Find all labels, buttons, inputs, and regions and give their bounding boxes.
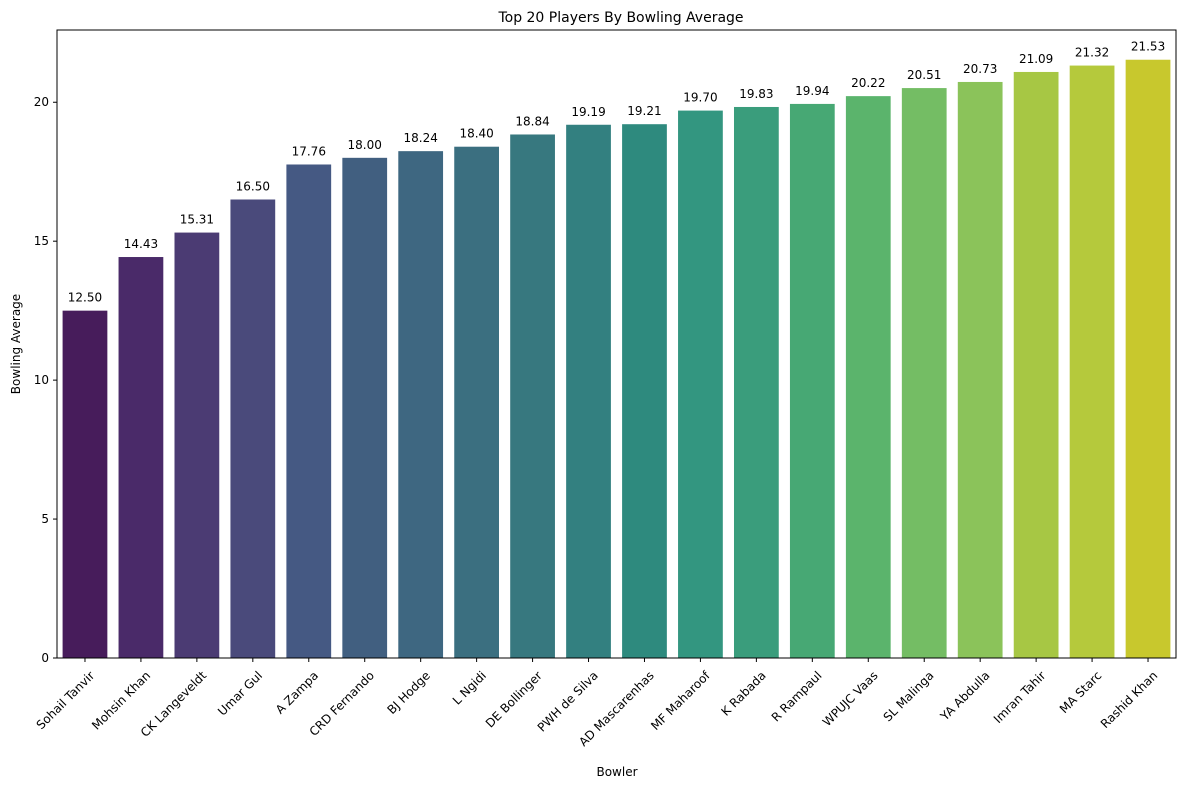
y-tick-label: 15 bbox=[34, 234, 49, 248]
x-tick-label: A Zampa bbox=[273, 668, 321, 716]
bar-6 bbox=[398, 151, 444, 658]
chart-title: Top 20 Players By Bowling Average bbox=[497, 10, 743, 26]
x-tick-label: K Rabada bbox=[718, 668, 768, 718]
bar-3 bbox=[230, 199, 276, 658]
bar-value-label: 20.51 bbox=[907, 68, 941, 82]
bar-value-label: 18.84 bbox=[515, 114, 549, 128]
y-tick-label: 0 bbox=[41, 651, 49, 665]
x-tick-label: R Rampaul bbox=[769, 668, 825, 724]
bar-value-label: 21.53 bbox=[1131, 40, 1165, 54]
x-tick-label: Sohail Tanvir bbox=[34, 668, 98, 732]
x-tick-label: MA Starc bbox=[1057, 668, 1105, 716]
plot-frame bbox=[56, 29, 1177, 659]
bar-9 bbox=[566, 124, 611, 659]
bar-value-label: 18.00 bbox=[348, 138, 382, 152]
bar-value-label: 20.73 bbox=[963, 62, 997, 76]
x-tick-label: YA Abdulla bbox=[937, 668, 993, 724]
y-tick-label: 10 bbox=[34, 373, 49, 387]
bar-value-label: 17.76 bbox=[292, 144, 326, 158]
bar-10 bbox=[622, 124, 667, 658]
bar-value-label: 21.09 bbox=[1019, 52, 1053, 66]
bars-group bbox=[62, 59, 1171, 659]
x-tick-label: MF Maharoof bbox=[648, 668, 713, 733]
bar-value-label: 15.31 bbox=[180, 213, 214, 227]
y-tick-label: 20 bbox=[34, 95, 49, 109]
bar-11 bbox=[678, 110, 723, 659]
bar-value-label: 18.24 bbox=[403, 131, 437, 145]
x-tick-label: SL Malinga bbox=[881, 668, 937, 724]
x-tick-label: L Ngidi bbox=[450, 668, 489, 707]
bar-value-label: 20.22 bbox=[851, 76, 885, 90]
bar-12 bbox=[733, 106, 779, 658]
bar-value-label: 19.21 bbox=[627, 104, 661, 118]
bar-17 bbox=[1013, 71, 1059, 658]
bar-2 bbox=[174, 232, 220, 658]
bar-value-label: 14.43 bbox=[124, 237, 158, 251]
bar-5 bbox=[342, 157, 388, 659]
y-axis-title: Bowling Average bbox=[9, 294, 23, 394]
bar-value-label: 21.32 bbox=[1075, 46, 1109, 60]
bar-15 bbox=[901, 88, 947, 658]
x-tick-label: Rashid Khan bbox=[1098, 668, 1161, 731]
y-tick-label: 5 bbox=[41, 512, 49, 526]
x-tick-label: Imran Tahir bbox=[991, 668, 1049, 726]
bar-13 bbox=[789, 103, 835, 659]
bar-19 bbox=[1125, 59, 1171, 659]
bar-8 bbox=[510, 134, 555, 658]
bar-value-label: 12.50 bbox=[68, 291, 102, 305]
bar-16 bbox=[957, 81, 1003, 658]
bar-7 bbox=[454, 146, 500, 659]
bar-1 bbox=[118, 257, 164, 658]
y-axis: 0 5 10 15 20 bbox=[34, 95, 57, 665]
x-axis-title: Bowler bbox=[596, 765, 637, 779]
value-labels-group: 12.50 14.43 15.31 16.50 17.76 18.00 18.24 18.40… bbox=[68, 40, 1165, 305]
bar-value-label: 19.19 bbox=[571, 105, 605, 119]
bar-value-label: 19.83 bbox=[739, 87, 773, 101]
bar-4 bbox=[286, 164, 332, 658]
bar-14 bbox=[845, 96, 891, 658]
bar-value-label: 18.40 bbox=[459, 127, 493, 141]
bar-value-label: 19.70 bbox=[683, 91, 717, 105]
bar-0 bbox=[62, 310, 108, 658]
bar-value-label: 16.50 bbox=[236, 180, 270, 194]
x-tick-label: DE Bollinger bbox=[483, 668, 545, 730]
x-tick-label: Umar Gul bbox=[215, 668, 265, 718]
bar-value-label: 19.94 bbox=[795, 84, 829, 98]
bar-18 bbox=[1069, 65, 1115, 659]
x-tick-label: WPUJC Vaas bbox=[820, 668, 881, 729]
x-tick-label: BJ Hodge bbox=[385, 668, 433, 716]
